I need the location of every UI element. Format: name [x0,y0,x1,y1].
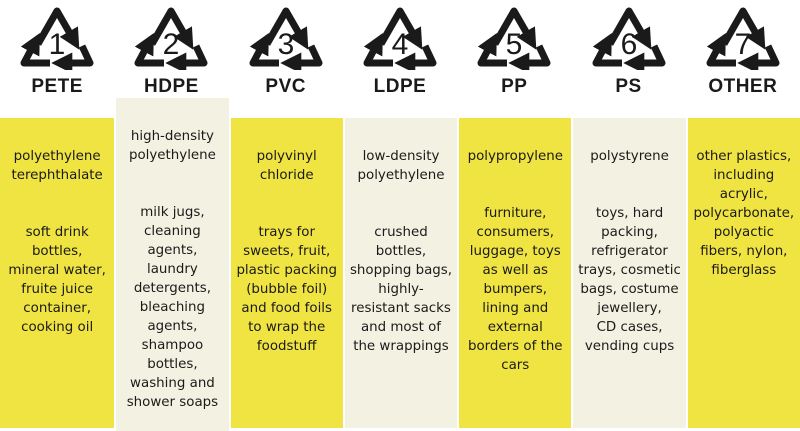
resin-number: 1 [49,28,66,61]
plastic-uses: furniture, consumers, luggage, toys as w… [467,206,563,373]
recycle-triangle-icon: 1 [20,7,94,70]
column-header: 4 LDPE [342,0,458,118]
plastic-column: 7 OTHER other plastics, including acryli… [685,0,800,428]
resin-code-label: OTHER [708,76,778,97]
plastic-column: 3 PVC polyvinyl chloride trays for sweet… [228,0,343,428]
plastic-uses: toys, hard packing, refrigerator trays, … [578,206,681,354]
column-header: 1 PETE [0,0,115,118]
column-body: polystyrene toys, hard packing, refriger… [571,118,686,428]
column-header: 2 HDPE [114,0,229,98]
plastic-column: 4 LDPE low-density polyethylene crushed … [342,0,458,428]
resin-code-label: PVC [265,76,306,97]
column-body: polyvinyl chloride trays for sweets, fru… [228,118,343,428]
recycle-triangle-icon: 2 [134,7,208,70]
column-header: 7 OTHER [685,0,800,118]
resin-code-label: LDPE [373,76,427,97]
plastic-uses: crushed bottles, shopping bags, highly- … [349,225,453,354]
recycle-triangle-icon: 3 [249,7,323,70]
plastic-name: polystyrene [590,149,669,164]
resin-number: 7 [734,28,751,61]
recycle-triangle-icon: 7 [706,7,780,70]
column-header: 5 PP [457,0,572,118]
column-body: other plastics, including acrylic, polyc… [685,118,800,428]
plastic-uses: soft drink bottles, mineral water, fruit… [8,225,106,335]
resin-number: 3 [277,28,294,61]
resin-number: 5 [506,28,523,61]
column-body: polyethylene terephthalate soft drink bo… [0,118,115,428]
recycle-triangle-icon: 6 [592,7,666,70]
plastic-name: high-density polyethylene [128,129,216,163]
plastic-name: polyethylene terephthalate [11,149,103,183]
column-header: 3 PVC [228,0,343,118]
resin-number: 6 [620,28,637,61]
resin-number: 4 [392,28,409,61]
plastic-name: polyvinyl chloride [256,149,317,183]
column-header: 6 PS [571,0,686,118]
plastic-column: 2 HDPE high-density polyethylene milk ju… [114,0,229,431]
plastic-uses: trays for sweets, fruit, plastic packing… [236,225,337,354]
column-body: polypropylene furniture, consumers, lugg… [457,118,572,428]
plastic-name: other plastics, including acrylic, polyc… [693,149,795,278]
resin-code-label: PP [501,76,528,97]
column-body: high-density polyethylene milk jugs, cle… [114,98,229,431]
recycle-triangle-icon: 5 [477,7,551,70]
resin-code-label: PS [615,76,642,97]
plastic-column: 1 PETE polyethylene terephthalate soft d… [0,0,115,428]
recycle-triangle-icon: 4 [363,7,437,70]
plastic-column: 6 PS polystyrene toys, hard packing, ref… [571,0,686,428]
resin-code-label: PETE [31,76,83,97]
plastic-name: low-density polyethylene [357,149,445,183]
plastic-column: 5 PP polypropylene furniture, consumers,… [457,0,572,428]
resin-number: 2 [163,28,180,61]
plastic-uses: milk jugs, cleaning agents, laundry dete… [126,205,219,410]
column-body: low-density polyethylene crushed bottles… [342,118,458,428]
resin-code-label: HDPE [144,76,199,97]
plastic-name: polypropylene [467,149,563,164]
